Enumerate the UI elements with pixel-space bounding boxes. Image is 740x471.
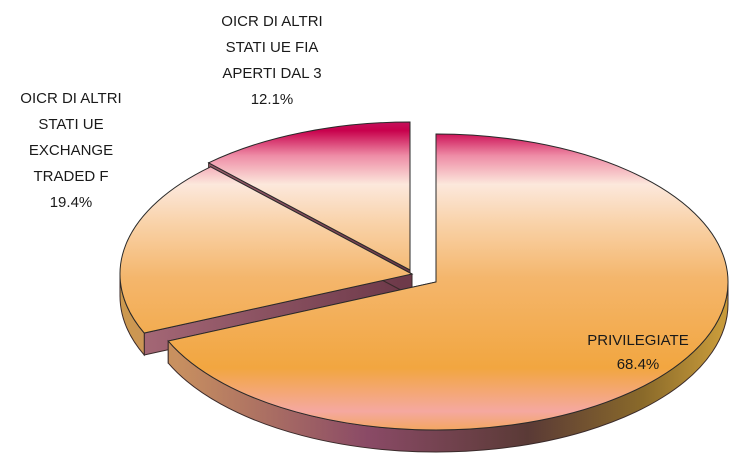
pie-labels: PRIVILEGIATE 68.4% OICR DI ALTRI STATI UE EX… [20,13,688,373]
slice-name-line: PRIVILEGIATE [587,332,688,349]
slice-value-label: 12.1% [251,91,294,108]
slice-name-line: TRADED F [34,168,109,185]
pie-slice [167,133,729,453]
slice-label: OICR DI ALTRI STATI UE EXCHANGE TRADED F 19.… [20,90,121,211]
pie-slices [119,121,729,453]
slice-name-line: EXCHANGE [29,142,113,159]
slice-label: OICR DI ALTRI STATI UE FIA APERTI DAL 3 12.… [221,13,322,108]
slice-top [207,121,411,271]
slice-name-line: OICR DI ALTRI [221,13,322,30]
slice-top [119,166,414,334]
slice-name-line: OICR DI ALTRI [20,90,121,107]
slice-value-label: 19.4% [50,194,93,211]
slice-name-line: APERTI DAL 3 [222,65,321,82]
slice-name-line: STATI UE FIA [226,39,319,56]
slice-top [167,133,729,431]
slice-value-label: 68.4% [617,356,660,373]
slice-label: PRIVILEGIATE 68.4% [587,332,688,373]
slice-name-line: STATI UE [38,116,103,133]
